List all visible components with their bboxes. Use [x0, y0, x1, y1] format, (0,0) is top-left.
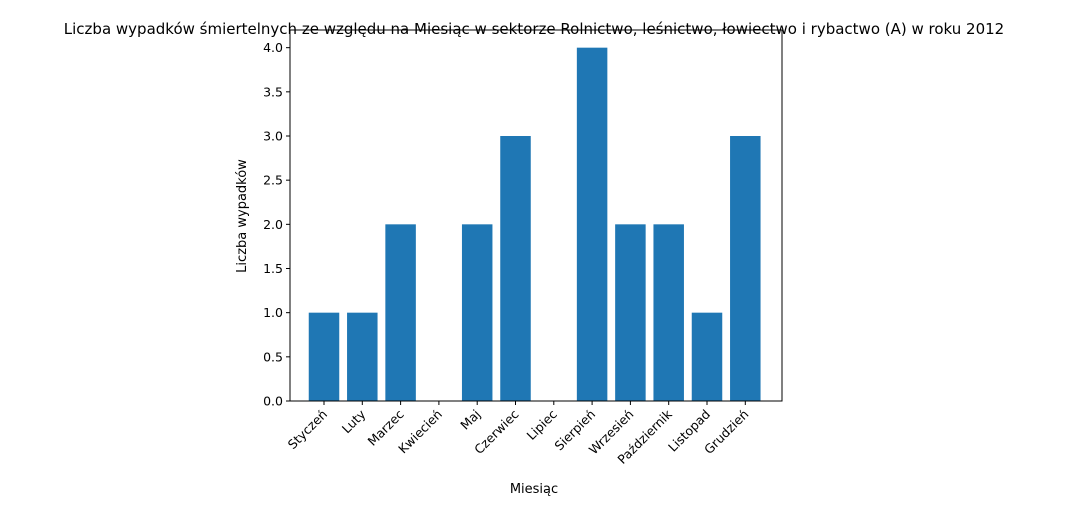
y-tick-label-1: 0.5	[263, 349, 283, 364]
y-tick-label-2: 1.0	[263, 305, 283, 320]
bar-8	[615, 224, 646, 401]
plot-frame	[289, 29, 783, 402]
bar-5	[500, 136, 531, 401]
y-tick-label-8: 4.0	[263, 40, 283, 55]
bars-group	[308, 47, 761, 402]
y-tick-label-4: 2.0	[263, 217, 283, 232]
bar-9	[653, 224, 684, 401]
y-axis-label: Liczba wypadków	[235, 159, 250, 273]
chart-title: Liczba wypadków śmiertelnych ze względu …	[64, 20, 1004, 38]
bar-1	[347, 312, 378, 401]
y-tick-label-6: 3.0	[263, 129, 283, 144]
y-tick-label-3: 1.5	[263, 261, 283, 276]
bar-7	[576, 47, 608, 402]
bar-2	[385, 224, 416, 401]
x-tick-label-4: Maj	[457, 407, 483, 433]
x-axis-label: Miesiąc	[510, 482, 558, 497]
bar-4	[461, 224, 493, 401]
x-tick-label-0: Styczeń	[285, 407, 330, 452]
y-tick-label-5: 2.5	[263, 173, 283, 188]
x-tick-label-6: Lipiec	[524, 406, 560, 442]
bar-0	[308, 312, 340, 401]
y-tick-label-7: 3.5	[263, 84, 283, 99]
bar-10	[691, 312, 723, 401]
y-axis-ticks: 0.0 0.5 1.0 1.5 2.0 2.5 3.0 3.5 4.0	[263, 40, 290, 409]
bar-11	[730, 136, 761, 401]
x-tick-label-1: Luty	[339, 406, 369, 436]
y-tick-label-0: 0.0	[263, 394, 283, 409]
